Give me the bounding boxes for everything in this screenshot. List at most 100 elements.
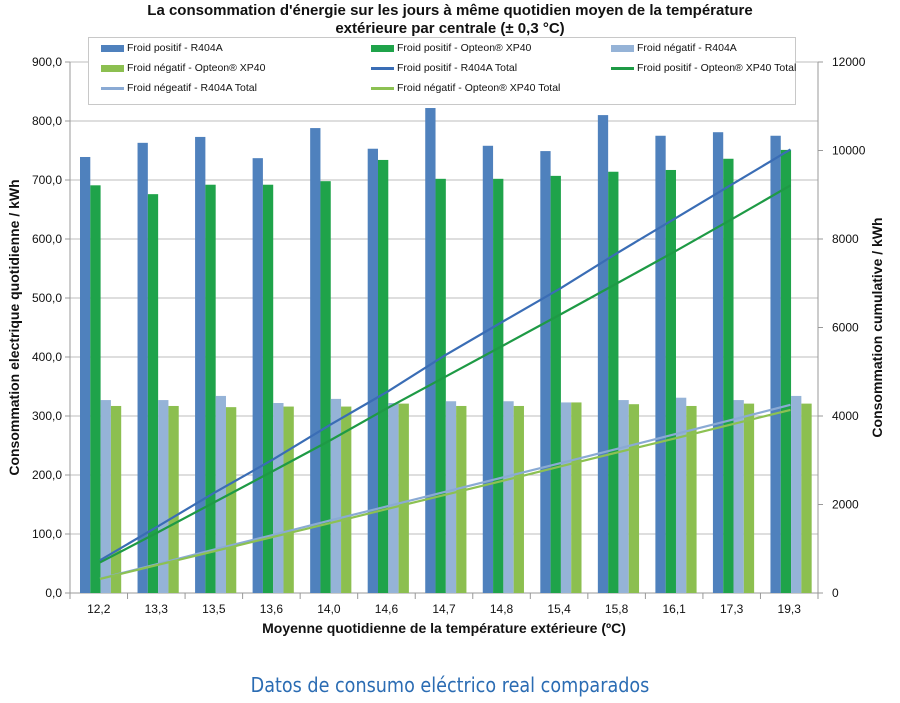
y2-tick-label: 6000 (832, 321, 859, 335)
bar-2-1 (158, 400, 169, 593)
bar-3-5 (398, 403, 409, 593)
legend-item: Froid négatif - R404A (611, 42, 737, 54)
y2-tick-label: 4000 (832, 409, 859, 423)
bar-2-12 (791, 395, 802, 593)
legend-label: Froid positif - R404A (127, 42, 223, 54)
x-tick-label: 15,8 (605, 602, 629, 616)
bar-0-8 (540, 151, 551, 593)
y-tick-label: 500,0 (32, 291, 62, 305)
bar-1-3 (262, 184, 274, 593)
bar-0-7 (482, 145, 494, 593)
legend-swatch (101, 64, 124, 72)
x-tick-label: 13,5 (202, 602, 226, 616)
x-tick-label: 17,3 (720, 602, 744, 616)
legend-item: Froid négatif - Opteon® XP40 (101, 62, 265, 74)
legend-item: Froid négatif - Opteon® XP40 Total (371, 82, 560, 94)
legend-swatch (101, 86, 124, 90)
y2-axis-label: Consommation cumulative / kWh (869, 217, 885, 437)
bar-2-4 (330, 398, 342, 593)
legend-item: Froid positif - R404A Total (371, 62, 517, 74)
bar-0-9 (597, 115, 609, 593)
bar-3-6 (456, 405, 467, 593)
x-tick-label: 16,1 (662, 602, 686, 616)
legend-item: Froid positif - R404A (101, 42, 223, 54)
bar-1-8 (550, 175, 561, 593)
legend-label: Froid négatif - R404A (637, 42, 737, 54)
chart-title: La consommation d'énergie sur les jours … (147, 2, 753, 19)
x-tick-label: 14,7 (432, 602, 456, 616)
x-tick-label: 14,0 (317, 602, 341, 616)
x-tick-label: 14,8 (490, 602, 514, 616)
bar-1-5 (377, 159, 389, 593)
bar-0-4 (310, 128, 321, 593)
x-tick-label: 14,6 (375, 602, 399, 616)
bar-2-0 (100, 400, 111, 593)
bar-1-6 (435, 178, 446, 593)
bar-1-1 (147, 194, 159, 593)
y-axis-label: Consommation electrique quotidienne / kW… (6, 179, 22, 475)
legend-item: Froid négeatif - R404A Total (101, 82, 257, 94)
caption: Datos de consumo eléctrico real comparad… (250, 673, 650, 697)
bar-1-0 (90, 185, 101, 593)
bar-1-11 (723, 158, 734, 593)
legend-label: Froid positif - Opteon® XP40 (397, 42, 532, 54)
legend-swatch (371, 44, 394, 52)
bar-0-0 (80, 156, 91, 594)
legend-swatch (611, 44, 634, 52)
x-axis-label: Moyenne quotidienne de la température ex… (262, 620, 626, 636)
bar-1-4 (320, 181, 331, 593)
bar-2-9 (618, 400, 629, 593)
bar-3-8 (571, 402, 582, 593)
bar-3-3 (283, 406, 294, 593)
x-tick-label: 12,2 (87, 602, 111, 616)
bar-3-0 (110, 405, 122, 593)
legend-item: Froid positif - Opteon® XP40 (371, 42, 531, 54)
y-tick-label: 200,0 (32, 468, 62, 482)
y-tick-label: 400,0 (32, 350, 62, 364)
legend-label: Froid négatif - Opteon® XP40 Total (397, 82, 561, 94)
legend-swatch (371, 66, 394, 70)
y-tick-label: 100,0 (32, 527, 62, 541)
bar-0-3 (252, 158, 263, 594)
bar-0-2 (195, 136, 206, 593)
bar-0-11 (712, 132, 724, 593)
legend: Froid positif - R404A Froid positif - Opt… (88, 37, 796, 105)
bar-1-10 (665, 169, 676, 593)
bar-0-1 (137, 142, 148, 593)
line-series-4 (99, 148, 792, 562)
bar-2-8 (560, 402, 572, 593)
bar-2-10 (675, 397, 687, 593)
bar-2-11 (733, 400, 744, 593)
bar-2-2 (215, 395, 226, 593)
y-tick-label: 0,0 (45, 586, 62, 600)
bar-3-11 (743, 403, 755, 593)
bar-1-9 (608, 171, 619, 594)
x-tick-label: 19,3 (778, 602, 802, 616)
bar-3-12 (801, 403, 812, 593)
bar-2-6 (445, 401, 457, 593)
legend-label: Froid négatif - Opteon® XP40 (127, 62, 266, 74)
legend-swatch (611, 66, 634, 70)
chart-title-line2: extérieure par centrale (± 0,3 °C) (335, 20, 565, 37)
bar-0-6 (425, 108, 436, 594)
y2-tick-label: 0 (832, 586, 839, 600)
bar-2-7 (503, 401, 514, 593)
bar-3-10 (686, 405, 697, 593)
line-series-7 (99, 408, 791, 581)
bar-3-9 (628, 404, 640, 593)
line-series-6 (99, 403, 791, 580)
bar-2-3 (273, 403, 284, 593)
chart: 0,0 100,0 200,0 300,0 400,0 500,0 600,0 700,0 80… (6, 55, 885, 636)
legend-item: Froid positif - Opteon® XP40 Total (611, 62, 796, 74)
bar-3-2 (225, 407, 237, 593)
legend-label: Froid positif - R404A Total (397, 62, 518, 74)
legend-swatch (371, 86, 394, 90)
legend-swatch (101, 44, 124, 52)
y-tick-label: 600,0 (32, 232, 62, 246)
y2-tick-label: 8000 (832, 232, 859, 246)
x-tick-label: 15,4 (547, 602, 571, 616)
line-series-5 (99, 184, 792, 564)
bar-3-4 (341, 406, 352, 593)
bar-0-10 (655, 135, 666, 593)
y-tick-label: 800,0 (32, 114, 62, 128)
